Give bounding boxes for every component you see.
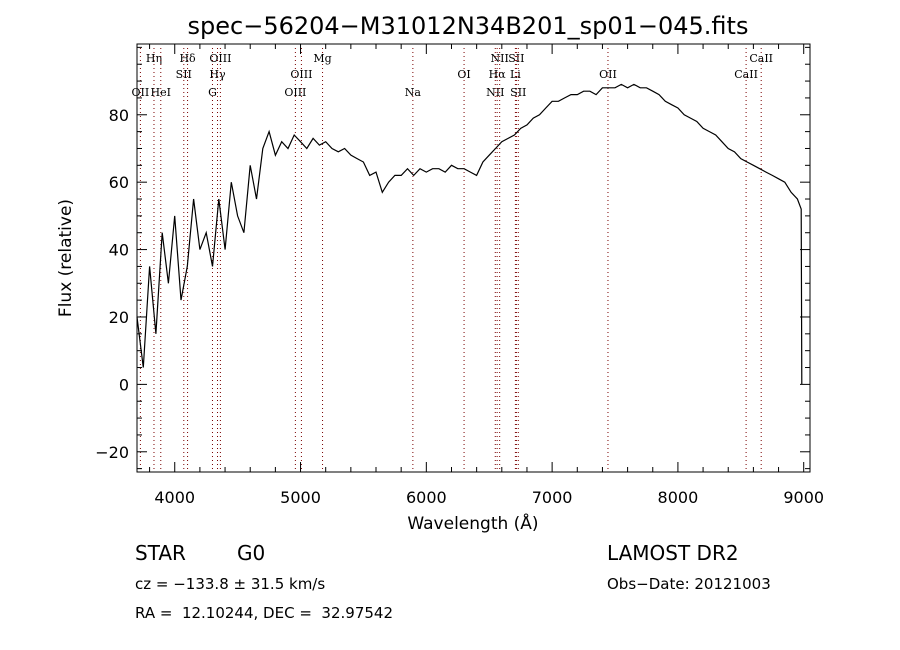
line-label: OI — [457, 68, 470, 81]
line-label: NII — [491, 52, 509, 65]
line-label: Mg — [313, 52, 331, 65]
y-axis-label: Flux (relative) — [56, 199, 76, 317]
x-tick-label: 4000 — [154, 488, 195, 507]
spectral-lines: OIIHηHeISIIHδGHγOIIIOIIIOIIIMgNaOINIIHαN… — [132, 48, 773, 472]
line-label: OII — [599, 68, 617, 81]
line-label: HeI — [151, 86, 171, 99]
y-tick-label: −20 — [95, 443, 129, 462]
y-tick-label: 0 — [119, 375, 129, 394]
x-tick-label: 9000 — [783, 488, 824, 507]
y-tick-label: 60 — [109, 173, 129, 192]
object-subclass: G0 — [237, 541, 266, 565]
line-label: Hη — [146, 52, 162, 65]
line-label: OIII — [290, 68, 312, 81]
line-label: Hα — [489, 68, 507, 81]
line-label: Na — [405, 86, 422, 99]
spectrum-line — [136, 83, 803, 385]
y-tick-label: 80 — [109, 106, 129, 125]
line-label: SII — [176, 68, 192, 81]
y-tick-label: 40 — [109, 241, 129, 260]
x-tick-label: 6000 — [406, 488, 447, 507]
x-tick-label: 8000 — [658, 488, 699, 507]
chart-title: spec−56204−M31012N34B201_sp01−045.fits — [188, 12, 749, 40]
x-tick-label: 7000 — [532, 488, 573, 507]
line-label: OIII — [209, 52, 231, 65]
line-label: Li — [510, 68, 521, 81]
redshift-readout: cz = −133.8 ± 31.5 km/s — [135, 575, 326, 593]
line-label: NII — [486, 86, 504, 99]
spectrum-series — [136, 83, 803, 385]
line-label: CaII — [749, 52, 773, 65]
line-label: Hγ — [209, 68, 226, 81]
line-label: OIII — [284, 86, 306, 99]
survey-name: LAMOST DR2 — [607, 541, 739, 565]
x-axis-label: Wavelength (Å) — [407, 512, 538, 534]
coordinates: RA = 12.10244, DEC = 32.97542 — [135, 604, 394, 622]
line-label: Hδ — [179, 52, 196, 65]
object-class: STAR — [135, 541, 186, 565]
obs-date: Obs−Date: 20121003 — [607, 575, 771, 593]
line-label: SII — [508, 52, 524, 65]
x-tick-label: 5000 — [280, 488, 321, 507]
line-label: G — [208, 86, 217, 99]
y-tick-label: 20 — [109, 308, 129, 327]
axis-ticks: 4000 5000 6000 7000 8000 9000 −20 0 20 40 60 80 — [95, 44, 824, 507]
line-label: OII — [132, 86, 150, 99]
line-label: CaII — [734, 68, 758, 81]
line-label: SII — [510, 86, 526, 99]
plot-frame — [136, 43, 811, 473]
